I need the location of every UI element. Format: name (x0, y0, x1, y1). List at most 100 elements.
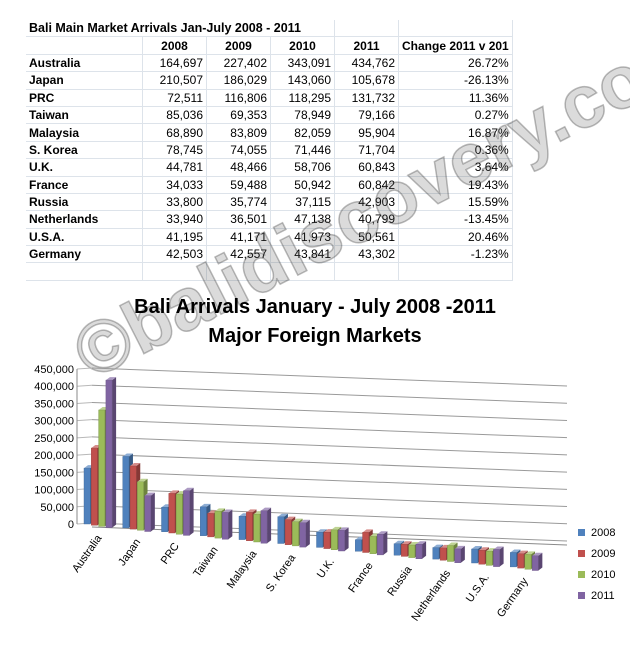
arrivals-value: 50,561 (334, 228, 399, 247)
y-tick-label: 50,000 (40, 502, 74, 514)
bar-australia-2010 (98, 409, 105, 527)
arrivals-value: 59,488 (206, 176, 271, 194)
column-header: 2010 (270, 36, 335, 55)
empty-cell (398, 20, 513, 38)
change-value: -13.45% (398, 210, 513, 229)
bar-france-2008 (355, 539, 362, 552)
bar-side (228, 509, 233, 540)
empty-cell (334, 262, 399, 281)
bar-top (377, 531, 388, 535)
column-header: 2011 (334, 36, 399, 55)
bar-side (383, 531, 388, 555)
arrivals-value: 71,446 (270, 141, 335, 160)
arrivals-value: 50,942 (270, 176, 335, 194)
arrivals-value: 43,841 (270, 245, 335, 264)
arrivals-value: 95,904 (334, 123, 399, 142)
y-tick-label: 100,000 (34, 485, 74, 497)
legend-label: 2009 (591, 547, 616, 560)
bar-usa-2010 (485, 550, 493, 566)
legend-item: 2010 (578, 564, 615, 585)
arrivals-value: 143,060 (270, 71, 335, 90)
market-name: Australia (26, 54, 143, 73)
change-value: 11.36% (398, 89, 513, 107)
bar-side (305, 519, 310, 548)
bar-side (267, 507, 272, 544)
legend-label: 2011 (591, 589, 615, 602)
bar-malaysia-2008 (238, 516, 246, 540)
x-tick-label: Netherlands (409, 568, 453, 624)
bar-top (394, 540, 405, 544)
bar-japan-2009 (129, 465, 137, 530)
table-title-row: Bali Main Market Arrivals Jan-July 2008 … (26, 20, 513, 38)
gridline (91, 384, 568, 404)
empty-cell (334, 20, 399, 38)
bar-germany-2011 (531, 555, 539, 571)
market-name: Taiwan (26, 106, 143, 125)
gridline (91, 470, 568, 490)
table-row: Taiwan 85,036 69,353 78,949 79,166 0.27% (26, 106, 513, 125)
bar-netherlands-2011 (454, 548, 462, 563)
empty-cell (206, 262, 271, 281)
arrivals-value: 71,704 (334, 141, 399, 160)
bar-germany-2010 (524, 554, 532, 570)
y-tick-label: 150,000 (34, 467, 74, 479)
arrivals-value: 72,511 (142, 89, 207, 107)
gridline (91, 488, 568, 508)
bar-netherlands-2009 (439, 547, 447, 561)
arrivals-value: 37,115 (270, 193, 335, 212)
market-name: U.K. (26, 158, 143, 177)
arrivals-value: 78,949 (270, 106, 335, 125)
x-tick-label: Australia (70, 532, 105, 575)
bar-top (517, 550, 528, 554)
arrivals-value: 42,503 (142, 245, 207, 264)
chart-subtitle: Major Foreign Markets (208, 325, 422, 347)
x-tick-label: Japan (116, 537, 143, 568)
bar-top (137, 478, 148, 482)
empty-cell (142, 262, 207, 281)
bar-top (486, 548, 497, 552)
bar-prc-2011 (183, 490, 190, 536)
y-tick-label: 200,000 (34, 450, 74, 462)
table-row: U.K. 44,781 48,466 58,706 60,843 3.64% (26, 158, 513, 177)
bar-top (454, 545, 465, 549)
bar-malaysia-2011 (260, 510, 268, 544)
gridline (76, 401, 93, 404)
gridline (76, 436, 93, 439)
arrivals-value: 74,055 (206, 141, 271, 160)
y-tick-label: 300,000 (34, 416, 74, 428)
bar-uk-2011 (338, 530, 345, 552)
change-value: 3.64% (398, 158, 513, 177)
bar-top (299, 519, 310, 523)
bar-russia-2010 (408, 544, 416, 558)
bar-top (532, 552, 543, 556)
change-value: 15.59% (398, 193, 513, 212)
market-name: Malaysia (26, 123, 143, 142)
change-value: 26.72% (398, 54, 513, 73)
bar-malaysia-2009 (246, 512, 253, 541)
table-row: Australia 164,697 227,402 343,091 434,762 26.… (26, 54, 513, 73)
bar-top (260, 507, 272, 511)
change-value: 0.36% (398, 141, 513, 160)
y-tick-label: 350,000 (34, 398, 74, 410)
gridline (76, 367, 93, 370)
table-row: Netherlands 33,940 36,501 47,138 40,799 -13.4… (26, 210, 513, 229)
bar-side (150, 492, 155, 532)
bar-top (130, 462, 141, 466)
arrivals-value: 42,557 (206, 245, 271, 264)
bar-top (316, 529, 327, 533)
arrivals-value: 69,353 (206, 106, 271, 125)
table-title: Bali Main Market Arrivals Jan-July 2008 … (26, 20, 335, 38)
bar-japan-2010 (137, 481, 144, 531)
market-name: PRC (26, 89, 143, 107)
gridline (76, 453, 93, 456)
bar-top (168, 490, 179, 494)
arrivals-value: 227,402 (206, 54, 271, 73)
bar-germany-2008 (510, 552, 517, 568)
arrivals-value: 116,806 (206, 89, 271, 107)
arrivals-value: 78,745 (142, 141, 207, 160)
bar-top (447, 542, 458, 546)
arrivals-value: 186,029 (206, 71, 271, 90)
table-row: S. Korea 78,745 74,055 71,446 71,704 0.36% (26, 141, 513, 160)
column-header: 2008 (142, 36, 207, 55)
arrivals-value: 131,732 (334, 89, 399, 107)
